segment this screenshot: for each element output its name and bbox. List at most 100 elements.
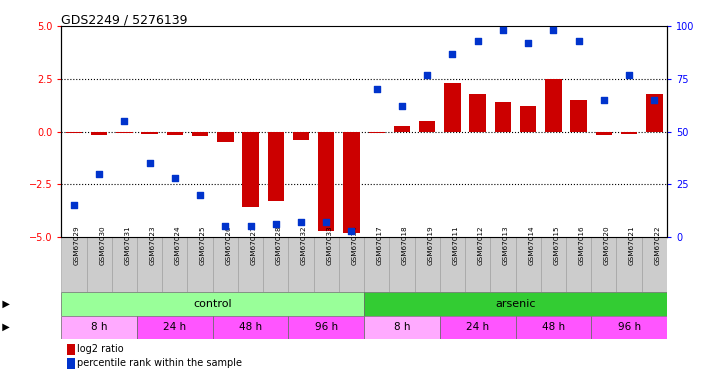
Text: GSM67023: GSM67023 — [150, 225, 156, 265]
Bar — [444, 83, 461, 132]
Bar — [368, 132, 385, 133]
Bar — [490, 237, 516, 292]
Bar — [339, 237, 364, 292]
Bar — [440, 315, 516, 339]
Bar — [67, 357, 74, 369]
Text: percentile rank within the sample: percentile rank within the sample — [77, 358, 242, 368]
Bar — [293, 132, 309, 140]
Text: GSM67034: GSM67034 — [352, 225, 358, 265]
Point — [296, 219, 307, 225]
Bar — [238, 237, 263, 292]
Bar — [66, 132, 82, 133]
Text: GSM67024: GSM67024 — [175, 225, 181, 265]
Point — [321, 219, 332, 225]
Point — [195, 192, 206, 198]
Text: GSM67013: GSM67013 — [503, 225, 509, 265]
Bar — [192, 132, 208, 136]
Text: GSM67031: GSM67031 — [125, 225, 131, 265]
Bar — [642, 237, 667, 292]
Bar — [591, 315, 667, 339]
Point — [649, 97, 660, 103]
Point — [169, 175, 181, 181]
Point — [220, 223, 231, 229]
Bar — [167, 132, 183, 135]
Text: 24 h: 24 h — [163, 322, 187, 332]
Bar — [67, 344, 74, 355]
Bar — [162, 237, 187, 292]
Bar — [61, 315, 137, 339]
Bar — [469, 94, 486, 132]
Text: GDS2249 / 5276139: GDS2249 / 5276139 — [61, 13, 187, 26]
Bar — [137, 315, 213, 339]
Text: time ▶: time ▶ — [0, 322, 10, 332]
Bar — [318, 132, 335, 231]
Bar — [516, 315, 591, 339]
Bar — [213, 315, 288, 339]
Bar — [314, 237, 339, 292]
Bar — [419, 121, 435, 132]
Text: GSM67017: GSM67017 — [377, 225, 383, 265]
Bar — [61, 237, 87, 292]
Point — [270, 221, 282, 227]
Point — [472, 38, 484, 44]
Text: GSM67027: GSM67027 — [251, 225, 257, 265]
Text: 24 h: 24 h — [466, 322, 490, 332]
Bar — [288, 237, 314, 292]
Bar — [364, 315, 440, 339]
Bar — [137, 237, 162, 292]
Point — [497, 27, 509, 33]
Point — [371, 86, 383, 92]
Bar — [364, 237, 389, 292]
Bar — [112, 237, 137, 292]
Bar — [415, 237, 440, 292]
Point — [573, 38, 585, 44]
Bar — [541, 237, 566, 292]
Text: GSM67020: GSM67020 — [604, 225, 610, 265]
Point — [522, 40, 534, 46]
Bar — [288, 315, 364, 339]
Point — [598, 97, 610, 103]
Text: control: control — [193, 299, 232, 309]
Point — [118, 118, 131, 124]
Point — [346, 228, 358, 234]
Point — [548, 27, 559, 33]
Bar — [364, 292, 667, 315]
Bar — [616, 237, 642, 292]
Bar — [465, 237, 490, 292]
Point — [245, 223, 257, 229]
Point — [447, 51, 459, 57]
Text: GSM67018: GSM67018 — [402, 225, 408, 265]
Point — [94, 171, 105, 177]
Bar — [343, 132, 360, 232]
Text: GSM67029: GSM67029 — [74, 225, 80, 265]
Text: GSM67014: GSM67014 — [528, 225, 534, 265]
Text: GSM67016: GSM67016 — [579, 225, 585, 265]
Text: 96 h: 96 h — [617, 322, 641, 332]
Bar — [495, 102, 511, 132]
Bar — [263, 237, 288, 292]
Bar — [267, 132, 284, 201]
Bar — [87, 237, 112, 292]
Text: GSM67032: GSM67032 — [301, 225, 307, 265]
Bar — [570, 100, 587, 132]
Bar — [213, 237, 238, 292]
Point — [421, 72, 433, 78]
Text: GSM67015: GSM67015 — [554, 225, 559, 265]
Text: GSM67025: GSM67025 — [200, 225, 206, 265]
Point — [144, 160, 156, 166]
Point — [68, 202, 80, 208]
Bar — [141, 132, 158, 134]
Bar — [596, 132, 612, 135]
Text: GSM67021: GSM67021 — [629, 225, 635, 265]
Bar — [217, 132, 234, 142]
Text: GSM67030: GSM67030 — [99, 225, 105, 265]
Bar — [520, 106, 536, 132]
Text: 48 h: 48 h — [541, 322, 565, 332]
Text: agent ▶: agent ▶ — [0, 299, 10, 309]
Bar — [516, 237, 541, 292]
Text: 96 h: 96 h — [314, 322, 338, 332]
Text: GSM67019: GSM67019 — [427, 225, 433, 265]
Text: 8 h: 8 h — [394, 322, 410, 332]
Text: GSM67022: GSM67022 — [655, 225, 660, 265]
Bar — [621, 132, 637, 134]
